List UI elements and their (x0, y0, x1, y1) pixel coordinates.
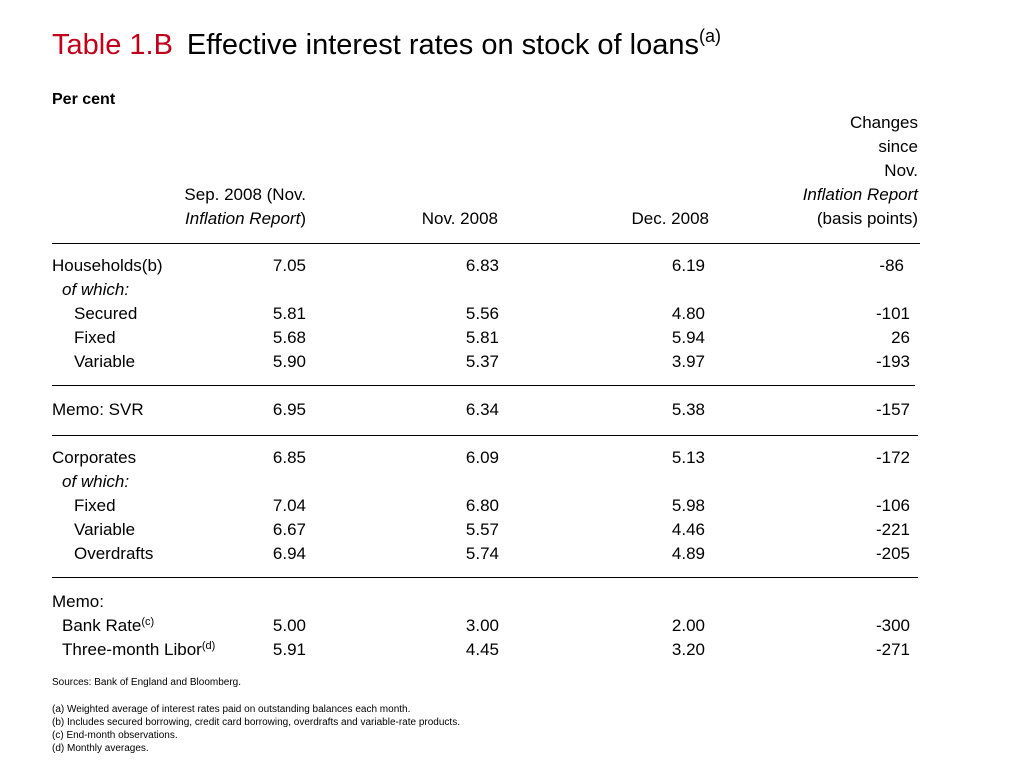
cell-change: -106 (875, 496, 910, 515)
cell-change: -157 (875, 400, 910, 419)
cell-dec-2008: 4.80 (671, 304, 705, 323)
cell-sep-2008: 6.85 (272, 448, 306, 467)
cell-change: 26 (891, 328, 910, 347)
cell-dec-2008: 2.00 (671, 616, 705, 635)
cell-nov-2008: 5.74 (465, 544, 499, 563)
row-label: Variable (74, 352, 136, 371)
table-row-fixed: Fixed 5.68 5.81 5.94 26 (0, 326, 1024, 350)
row-label: Bank Rate(c) (62, 616, 155, 635)
footnote-d: (d) Monthly averages. (52, 743, 149, 754)
row-label: Secured (74, 304, 138, 323)
cell-sep-2008: 5.81 (272, 304, 306, 323)
row-label: of which: (62, 280, 130, 299)
cell-sep-2008: 5.90 (272, 352, 306, 371)
footnote-c: (c) End-month observations. (52, 730, 178, 741)
table-title-text: Effective interest rates on stock of loa… (186, 29, 699, 61)
table-number: Table 1.B (52, 29, 173, 61)
unit-label: Per cent (52, 91, 116, 108)
cell-nov-2008: 5.57 (465, 520, 499, 539)
table-title: Table 1.B Effective interest rates on sto… (52, 26, 721, 64)
cell-change: -101 (875, 304, 910, 323)
cell-dec-2008: 4.89 (671, 544, 705, 563)
cell-nov-2008: 6.09 (465, 448, 499, 467)
row-label: Households(b) (52, 256, 163, 275)
row-label: Fixed (74, 328, 116, 347)
cell-dec-2008: 3.20 (671, 640, 705, 659)
cell-sep-2008: 7.05 (272, 256, 306, 275)
row-label: of which: (62, 472, 130, 491)
cell-dec-2008: 4.46 (671, 520, 705, 539)
table-row-three-month-libor: Three-month Libor(d) 5.91 4.45 3.20 -271 (0, 638, 1024, 662)
cell-nov-2008: 5.37 (465, 352, 499, 371)
table-row-secured: Secured 5.81 5.56 4.80 -101 (0, 302, 1024, 326)
cell-dec-2008: 6.19 (671, 256, 705, 275)
cell-change: -205 (875, 544, 910, 563)
footnote-marker: (d) (201, 640, 216, 652)
sources-note: Sources: Bank of England and Bloomberg. (52, 677, 242, 688)
cell-sep-2008: 6.95 (272, 400, 306, 419)
row-label: Memo: SVR (52, 400, 144, 419)
table-row-memo-svr: Memo: SVR 6.95 6.34 5.38 -157 (0, 398, 1024, 422)
cell-nov-2008: 6.34 (465, 400, 499, 419)
row-label: Corporates (52, 448, 137, 467)
table-row-of-which: of which: (0, 278, 1024, 302)
title-footnote-marker: (a) (698, 26, 721, 46)
row-label: Memo: (52, 592, 104, 611)
cell-sep-2008: 6.67 (272, 520, 306, 539)
cell-sep-2008: 5.68 (272, 328, 306, 347)
row-label: Variable (74, 520, 136, 539)
cell-nov-2008: 5.56 (465, 304, 499, 323)
column-header-nov-2008: Nov. 2008 (421, 209, 498, 228)
cell-dec-2008: 5.38 (671, 400, 705, 419)
cell-nov-2008: 5.81 (465, 328, 499, 347)
cell-nov-2008: 4.45 (465, 640, 499, 659)
table-row-overdrafts: Overdrafts 6.94 5.74 4.89 -205 (0, 542, 1024, 566)
cell-change: -193 (875, 352, 910, 371)
footnote-a: (a) Weighted average of interest rates p… (52, 704, 411, 715)
column-header-dec-2008: Dec. 2008 (631, 209, 710, 228)
section-divider (52, 385, 915, 386)
cell-dec-2008: 5.13 (671, 448, 705, 467)
header-divider (52, 243, 920, 244)
cell-nov-2008: 6.83 (465, 256, 499, 275)
cell-sep-2008: 7.04 (272, 496, 306, 515)
row-label: Overdrafts (74, 544, 154, 563)
section-divider (52, 577, 918, 578)
row-label: Fixed (74, 496, 116, 515)
table-row-variable: Variable 5.90 5.37 3.97 -193 (0, 350, 1024, 374)
footnote-b: (b) Includes secured borrowing, credit c… (52, 717, 460, 728)
table-row-corporates: Corporates 6.85 6.09 5.13 -172 (0, 446, 1024, 470)
table-row-memo: Memo: (0, 590, 1024, 614)
column-header-changes: Changes since Nov. Inflation Report (bas… (802, 113, 918, 228)
cell-nov-2008: 6.80 (465, 496, 499, 515)
cell-nov-2008: 3.00 (465, 616, 499, 635)
cell-change: -271 (875, 640, 910, 659)
table-row-of-which: of which: (0, 470, 1024, 494)
table-row-variable: Variable 6.67 5.57 4.46 -221 (0, 518, 1024, 542)
table-row-bank-rate: Bank Rate(c) 5.00 3.00 2.00 -300 (0, 614, 1024, 638)
cell-dec-2008: 5.98 (671, 496, 705, 515)
cell-change: -172 (875, 448, 910, 467)
cell-change: -221 (875, 520, 910, 539)
cell-sep-2008: 6.94 (272, 544, 306, 563)
cell-change: -300 (875, 616, 910, 635)
table-row-fixed: Fixed 7.04 6.80 5.98 -106 (0, 494, 1024, 518)
column-header-sep-2008: Sep. 2008 (Nov. Inflation Report) (184, 185, 306, 228)
cell-dec-2008: 3.97 (671, 352, 705, 371)
cell-change: -86 (879, 256, 904, 275)
cell-sep-2008: 5.00 (272, 616, 306, 635)
cell-sep-2008: 5.91 (272, 640, 306, 659)
table-row-households: Households(b) 7.05 6.83 6.19 -86 (0, 254, 1024, 278)
footnote-marker: (c) (141, 616, 155, 628)
row-label: Three-month Libor(d) (62, 640, 216, 659)
cell-dec-2008: 5.94 (671, 328, 705, 347)
section-divider (52, 435, 918, 436)
